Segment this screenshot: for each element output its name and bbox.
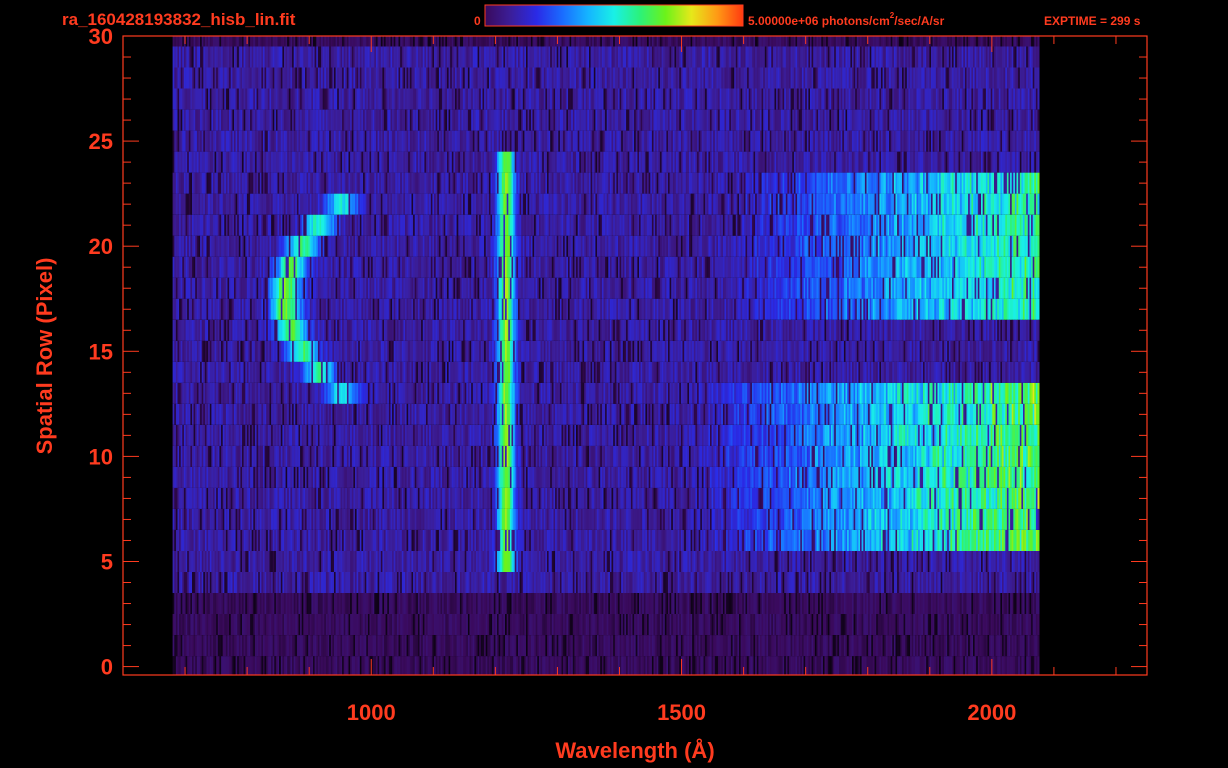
heatmap-cell [219,530,221,551]
heatmap-cell [1038,572,1040,593]
heatmap-cell [184,467,186,488]
heatmap-cell [219,614,221,635]
heatmap-cell [184,551,186,572]
heatmap-cell [219,551,221,572]
heatmap-cell [1038,593,1040,614]
heatmap-cell [1038,635,1040,656]
heatmap-cell [1038,656,1040,677]
heatmap-cell [219,572,221,593]
heatmap-cell [184,572,186,593]
heatmap-cell [1038,530,1040,551]
spectrum-heatmap [173,26,1040,678]
heatmap-cell [184,593,186,614]
heatmap-cell [219,635,221,656]
heatmap-cell [219,593,221,614]
heatmap-cell [184,614,186,635]
heatmap-cell [1038,614,1040,635]
heatmap-cell [184,635,186,656]
heatmap-cell [184,488,186,509]
heatmap-cell [184,530,186,551]
heatmap-cell [1038,551,1040,572]
heatmap-cell [1038,509,1040,530]
heatmap-cell [219,509,221,530]
heatmap-cell [1038,488,1040,509]
heatmap-cell [184,509,186,530]
heatmap-cell [219,488,221,509]
heatmap-cell [219,656,221,677]
heatmap-cell [219,467,221,488]
